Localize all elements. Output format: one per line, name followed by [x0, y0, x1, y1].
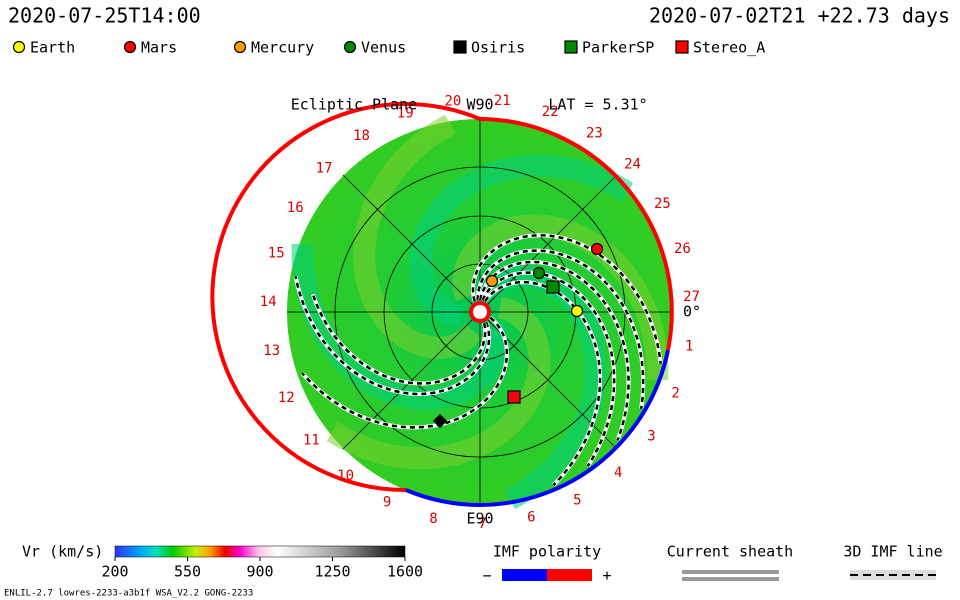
imf-lines: [293, 233, 663, 487]
body: [485, 274, 499, 288]
body: [546, 280, 560, 294]
sheath-title: Current sheath: [667, 543, 793, 561]
legend-marker: [123, 40, 137, 54]
imf-line: [471, 234, 662, 364]
body: [570, 304, 584, 318]
imf-minus: −: [482, 567, 491, 585]
rotation-label: 17: [316, 160, 333, 176]
imf-line: [311, 293, 487, 385]
body: [432, 413, 448, 429]
imf-positive: [547, 569, 592, 581]
imf-line: [294, 275, 491, 396]
sun: [469, 301, 491, 323]
colorbar: [114, 545, 406, 558]
lat-label: LAT = 5.31°: [548, 96, 647, 114]
rotation-label: 26: [674, 241, 691, 257]
rotation-label: 22: [542, 104, 559, 120]
rotation-label: 21: [494, 93, 511, 109]
rotation-label: 7: [478, 516, 486, 532]
rotation-label: 25: [654, 196, 671, 212]
rim-positive: [405, 349, 670, 508]
rotation-label: 9: [383, 495, 391, 511]
rotation-label: 3: [647, 429, 655, 445]
colorbar-label: Vr (km/s): [22, 543, 103, 561]
legend-marker: [343, 40, 357, 54]
legend-label: Venus: [361, 39, 406, 57]
rotation-label: 4: [614, 465, 622, 481]
rotation-label: 2: [671, 386, 679, 402]
legend-marker: [12, 40, 26, 54]
plot-title: Ecliptic Plane: [291, 96, 417, 114]
colorbar-tick-label: 550: [174, 563, 201, 581]
rotation-label: 23: [586, 126, 603, 142]
legend: Earth Mars Mercury Venus Osiris ParkerSP Stere…: [12, 39, 765, 57]
rotation-label: 27: [683, 289, 700, 305]
rotation-label: 8: [429, 511, 437, 527]
rotation-label: 18: [353, 128, 370, 144]
imf-line: [481, 271, 616, 467]
sheath-line: [682, 570, 779, 574]
rotation-label: 11: [303, 433, 320, 449]
colorbar-tick-label: 1250: [314, 563, 350, 581]
legend-marker: [675, 40, 689, 54]
rotation-label: 16: [287, 200, 304, 216]
colorbar-tick-label: 200: [101, 563, 128, 581]
footer: ENLIL-2.7 lowres-2233-a3b1f WSA_V2.2 GON…: [4, 589, 253, 599]
rotation-label: 10: [337, 468, 354, 484]
legend-marker: [564, 40, 578, 54]
legend-label: Mercury: [251, 39, 314, 57]
rotation-label: 19: [397, 106, 414, 122]
top-label: W90: [466, 96, 493, 114]
body: [532, 266, 546, 280]
colorbar-tick-label: 1600: [387, 563, 423, 581]
body: [507, 390, 521, 404]
imf-negative: [502, 569, 547, 581]
imf-line: [478, 260, 630, 441]
legend-marker: [233, 40, 247, 54]
legend-label: Earth: [30, 39, 75, 57]
colorbar-ticks: 200 550 900 1250 1600: [101, 557, 423, 581]
legend-label: Stereo_A: [693, 39, 765, 57]
legend-label: Mars: [141, 39, 177, 57]
rim-negative: [479, 117, 674, 351]
zero-label: 0°: [683, 303, 701, 321]
rotation-label: 6: [527, 510, 535, 526]
rotation-label: 20: [444, 94, 461, 110]
imf-line: [476, 249, 645, 409]
sheath-line: [682, 577, 779, 581]
imf-line-title: 3D IMF line: [843, 543, 942, 561]
rotation-label: 1: [685, 338, 693, 354]
imf-title: IMF polarity: [493, 543, 601, 561]
rotation-label: 13: [263, 343, 280, 359]
time: 2020-07-25T14:00: [8, 4, 201, 28]
legend-marker: [453, 40, 467, 54]
rim-negative: [210, 102, 481, 493]
imf-plus: +: [602, 567, 611, 585]
legend-label: ParkerSP: [582, 39, 654, 57]
rotation-label: 15: [268, 246, 285, 262]
rotation-label: 14: [260, 294, 277, 310]
bodies: [432, 242, 604, 429]
rotation-label: 12: [278, 390, 295, 406]
rotation-label: 5: [573, 492, 581, 508]
body: [590, 242, 604, 256]
rotation-label: 24: [624, 157, 641, 173]
imf-line: [301, 316, 509, 429]
run-time: 2020-07-02T21 +22.73 days: [649, 4, 950, 28]
bottom-label: E90: [466, 510, 493, 528]
colorbar-tick-label: 900: [246, 563, 273, 581]
legend-label: Osiris: [471, 39, 525, 57]
